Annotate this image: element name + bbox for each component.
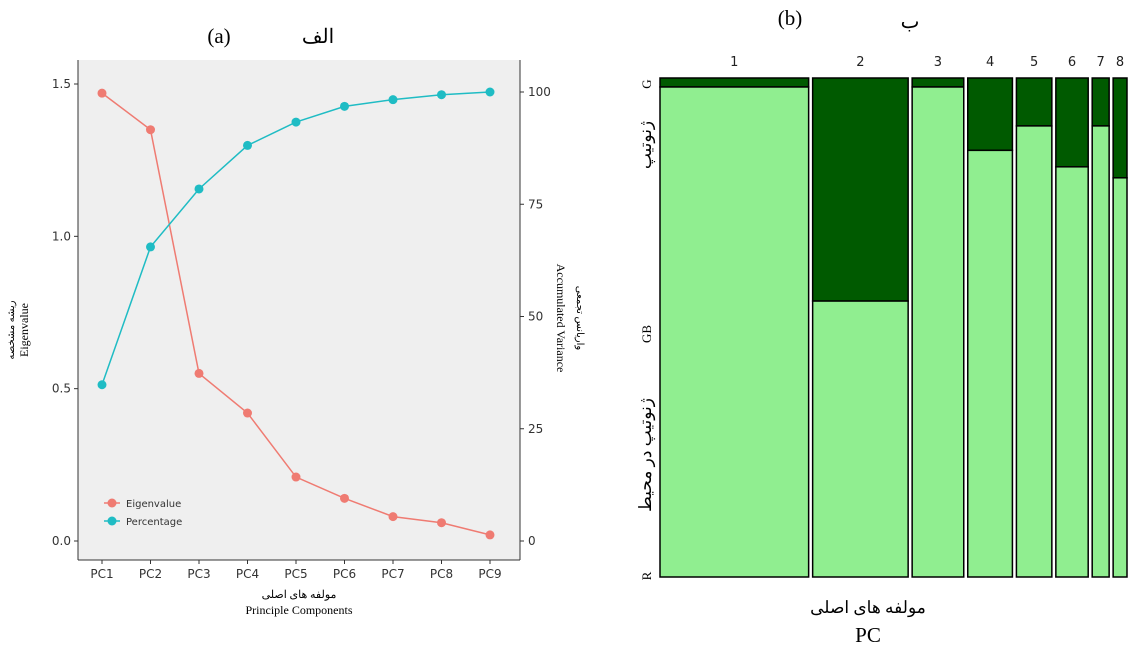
eigenvalue-point [437,518,446,528]
y2-axis-title-fa: واریانس تجمعی [574,286,585,351]
left-y-tick-label: 0.5 [52,382,71,396]
eigenvalue-point [243,408,252,418]
x-tick-label: PC8 [430,567,453,581]
mosaic-cell-g [1091,77,1110,127]
x-tick-label: PC1 [90,567,113,581]
right-y-tick-label: 25 [528,422,543,436]
percentage-point [97,380,107,390]
left-y-ticks: 0.0 0.5 1.0 1.5 [52,77,78,548]
mosaic-x-title: PC [855,623,881,647]
percentage-point [194,184,204,194]
mosaic-cell-rest [966,149,1014,578]
mosaic-cell-rest [1015,125,1053,578]
y-axis-title: Eigenvalue [17,303,31,357]
mosaic-cell-rest [911,86,965,578]
percentage-point [291,117,301,127]
mosaic-cell-g [811,77,909,302]
panel-b-label: (b) [778,6,803,30]
mosaic-column-label: 4 [986,55,994,70]
mosaic-cell-rest [1055,166,1089,578]
mosaic-cell-rest [1112,177,1128,578]
panel-a-label-fa: الف [302,26,334,48]
legend: Eigenvalue Percentage [104,498,182,528]
eigenvalue-point [97,88,107,98]
row-label-g: G [639,79,654,88]
mosaic-cell-rest [811,300,909,578]
right-y-tick-label: 75 [528,197,543,211]
mosaic-column-label: 6 [1068,55,1076,70]
mosaic-cell-g [911,77,965,88]
y2-axis-title: Accumulated Variance [554,264,568,373]
eigenvalue-point [146,125,155,135]
percentage-point [388,95,398,105]
right-y-tick-label: 50 [528,310,543,324]
x-tick-label: PC9 [478,567,501,581]
left-y-tick-label: 1.5 [52,77,71,91]
x-tick-label: PC6 [333,567,356,581]
mosaic-cell-rest [659,86,810,578]
x-tick-label: PC7 [381,567,404,581]
left-y-tick-label: 0.0 [52,534,71,548]
mosaic-cell-g [966,77,1014,152]
row-label-gb: GB [639,325,654,343]
legend-percentage-marker [107,516,117,526]
x-axis-title: Principle Components [246,603,353,617]
row-label-r: R [639,571,654,580]
mosaic-column-label: 2 [856,55,864,70]
mosaic-column-label: 7 [1097,55,1105,70]
eigenvalue-point [340,493,349,503]
y-axis-title-fa: ریشه مشخصه [6,300,17,359]
percentage-point [485,87,495,97]
row-label-gb-fa: ژنوتیپ در محیط [636,398,656,512]
percentage-point [437,90,446,100]
x-tick-label: PC3 [187,567,210,581]
mosaic-column-label: 3 [934,55,942,70]
left-y-tick-label: 1.0 [52,229,71,243]
eigenvalue-point [194,368,204,378]
mosaic-cell-g [659,77,810,88]
mosaic-column-label: 8 [1116,55,1124,70]
right-y-tick-label: 0 [528,534,536,548]
percentage-point [243,140,252,150]
mosaic-cell-g [1112,77,1128,179]
percentage-point [340,101,349,111]
mosaic-cell-g [1015,77,1053,127]
eigenvalue-point [485,530,495,540]
mosaic-x-title-fa: مولفه های اصلی [810,598,926,618]
right-y-ticks: 0 25 50 75 100 [520,85,551,548]
x-tick-label: PC2 [139,567,162,581]
mosaic-columns [659,77,1128,578]
mosaic-column-label: 1 [730,55,738,70]
legend-percentage-label: Percentage [126,517,182,528]
mosaic-cell-rest [1091,125,1110,578]
x-ticks: PC1 PC2 PC3 PC4 PC5 PC6 PC7 PC8 PC9 [90,560,502,581]
percentage-point [146,242,155,252]
panel-b-label-fa: ب [901,11,920,33]
mosaic-column-label: 5 [1030,55,1038,70]
row-label-g-fa: ژنوتیپ [636,121,656,169]
x-axis-title-fa: مولفه های اصلی [262,589,337,601]
mosaic-cell-g [1055,77,1089,168]
panel-a-plot-area [78,60,520,560]
legend-eigenvalue-marker [107,498,117,508]
right-y-tick-label: 100 [528,85,551,99]
legend-eigenvalue-label: Eigenvalue [126,499,181,510]
eigenvalue-point [291,472,301,482]
panel-a-label: (a) [207,24,230,48]
x-tick-label: PC5 [284,567,307,581]
x-tick-label: PC4 [236,567,259,581]
series-group [97,87,495,540]
eigenvalue-point [388,512,398,522]
